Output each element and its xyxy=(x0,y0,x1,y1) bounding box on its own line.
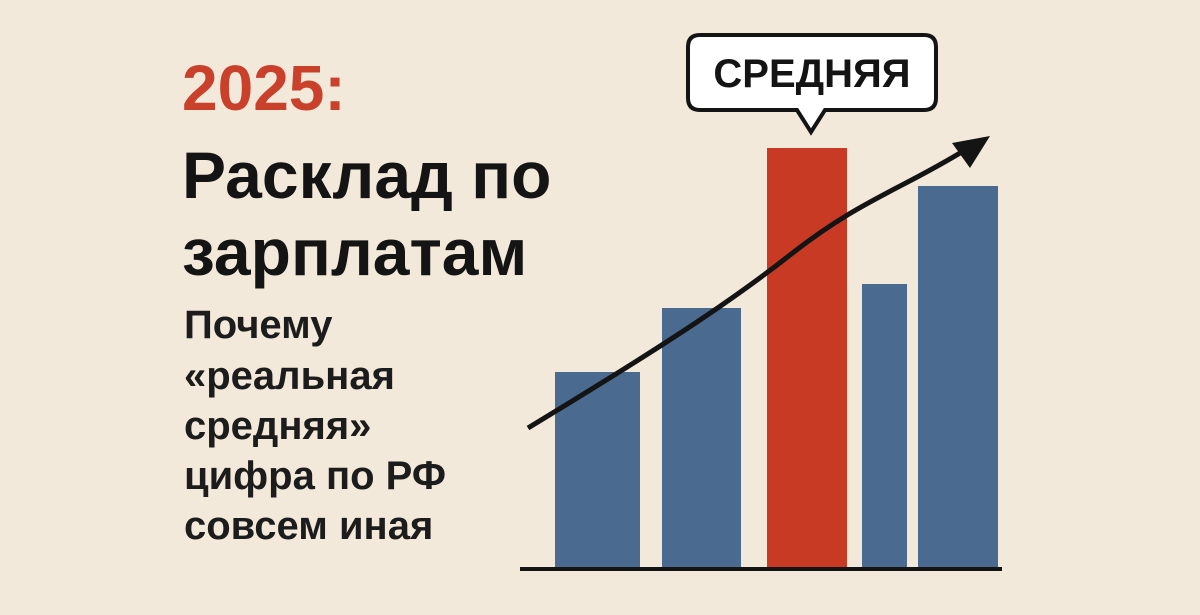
badge-bubble xyxy=(686,33,938,136)
subtitle-line: «реальная xyxy=(184,354,395,398)
year: 2025: xyxy=(182,52,346,124)
subtitle-line: цифра по РФ xyxy=(184,454,446,498)
trend-arrow xyxy=(526,147,967,431)
arrow-head xyxy=(952,136,990,168)
subtitle-line: совсем иная xyxy=(184,504,433,548)
illustration xyxy=(520,33,1002,571)
bar xyxy=(662,308,741,568)
subtitle-line: средняя» xyxy=(184,404,371,448)
subtitle-line: Почему xyxy=(184,303,333,347)
badge-label: СРЕДНЯЯ xyxy=(713,52,910,96)
bar xyxy=(918,186,998,568)
bar xyxy=(862,284,907,568)
title-line: Расклад по xyxy=(182,138,551,212)
bar xyxy=(767,148,847,568)
title-line: зарплатам xyxy=(182,215,527,289)
